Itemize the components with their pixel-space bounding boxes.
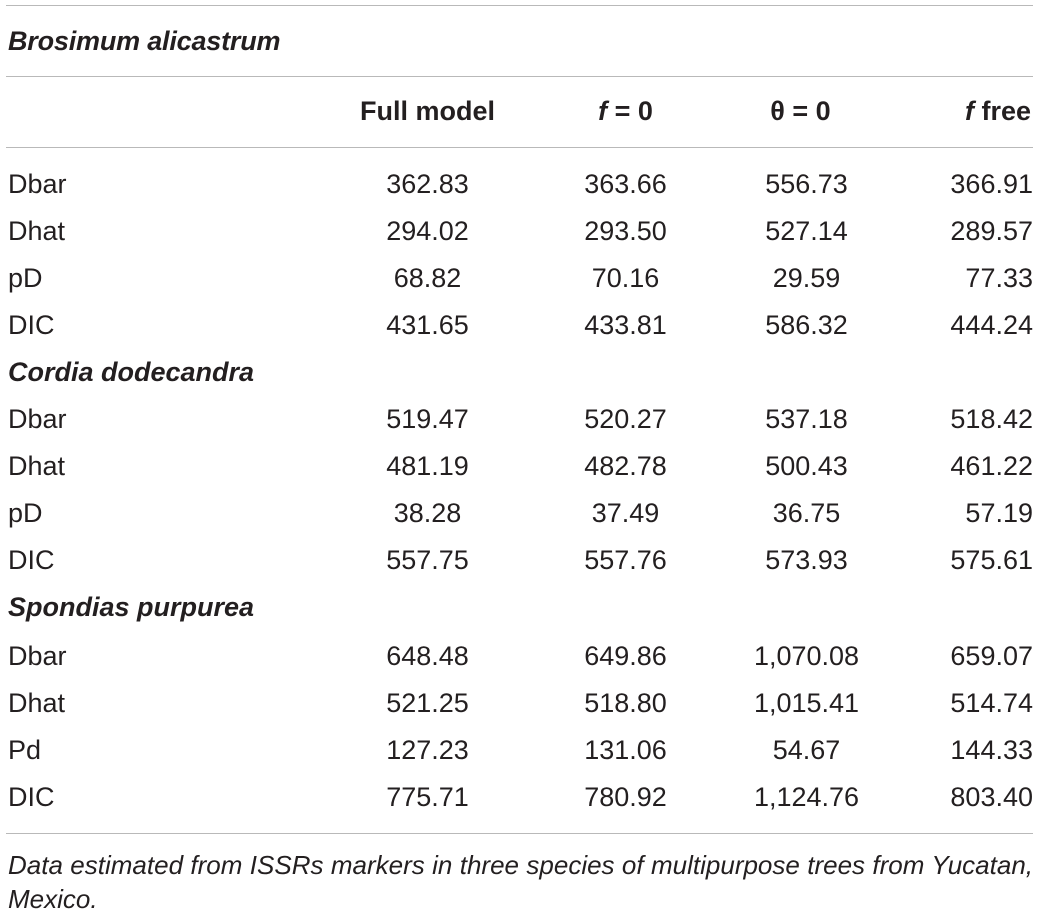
cell-full-model: 127.23 [386, 735, 469, 765]
header-top-rule [6, 76, 1033, 77]
cell-f-free: 514.74 [950, 688, 1033, 718]
table-top-rule [6, 5, 1033, 6]
cell-theta-zero: 527.14 [765, 216, 848, 246]
cell-theta-zero: 537.18 [765, 404, 848, 434]
cell-f-zero: 649.86 [584, 641, 667, 671]
row-label: DIC [8, 782, 55, 812]
cell-f-zero: 520.27 [584, 404, 667, 434]
cell-full-model: 362.83 [386, 169, 469, 199]
cell-f-free: 77.33 [965, 263, 1033, 293]
column-header-f-zero-var: f [598, 96, 608, 126]
cell-f-free: 461.22 [950, 451, 1033, 481]
table-row: Dhat 481.19 482.78 500.43 461.22 [0, 451, 1039, 498]
column-header-f-free-rest: free [973, 96, 1031, 126]
table-row: Dbar 648.48 649.86 1,070.08 659.07 [0, 641, 1039, 688]
table-row: Dhat 521.25 518.80 1,015.41 514.74 [0, 688, 1039, 735]
table-bottom-rule [6, 833, 1033, 834]
row-label: Dbar [8, 641, 67, 671]
cell-f-free: 659.07 [950, 641, 1033, 671]
row-label: Dbar [8, 404, 67, 434]
cell-f-zero: 557.76 [584, 545, 667, 575]
species-heading: Spondias purpurea [8, 592, 255, 622]
row-label: pD [8, 263, 43, 293]
cell-f-free: 144.33 [950, 735, 1033, 765]
cell-f-zero: 433.81 [584, 310, 667, 340]
cell-f-zero: 518.80 [584, 688, 667, 718]
cell-f-free: 289.57 [950, 216, 1033, 246]
table-row: pD 68.82 70.16 29.59 77.33 [0, 263, 1039, 310]
table-footnote: Data estimated from ISSRs markers in thr… [8, 850, 1033, 914]
cell-theta-zero: 556.73 [765, 169, 848, 199]
row-label: pD [8, 498, 43, 528]
cell-full-model: 557.75 [386, 545, 469, 575]
cell-f-zero: 780.92 [584, 782, 667, 812]
cell-f-free: 518.42 [950, 404, 1033, 434]
table-row: Dbar 362.83 363.66 556.73 366.91 [0, 169, 1039, 216]
cell-full-model: 521.25 [386, 688, 469, 718]
table-row: Pd 127.23 131.06 54.67 144.33 [0, 735, 1039, 782]
column-header-f-zero-rest: = 0 [607, 96, 653, 126]
cell-full-model: 431.65 [386, 310, 469, 340]
cell-full-model: 775.71 [386, 782, 469, 812]
cell-full-model: 68.82 [393, 263, 462, 293]
row-label: DIC [8, 545, 55, 575]
cell-full-model: 519.47 [386, 404, 469, 434]
species-heading: Cordia dodecandra [8, 357, 255, 387]
cell-theta-zero: 573.93 [765, 545, 848, 575]
cell-theta-zero: 1,015.41 [753, 688, 860, 718]
column-header-f-zero: f = 0 [543, 96, 708, 127]
cell-theta-zero: 1,124.76 [753, 782, 860, 812]
row-label: Pd [8, 735, 42, 765]
cell-theta-zero: 36.75 [772, 498, 841, 528]
table-row: DIC 557.75 557.76 573.93 575.61 [0, 545, 1039, 592]
cell-f-free: 366.91 [950, 169, 1033, 199]
row-label: Dbar [8, 169, 67, 199]
cell-f-zero: 37.49 [591, 498, 660, 528]
cell-theta-zero: 54.67 [772, 735, 841, 765]
cell-full-model: 481.19 [386, 451, 469, 481]
cell-f-zero: 70.16 [591, 263, 660, 293]
cell-theta-zero: 586.32 [765, 310, 848, 340]
cell-f-zero: 293.50 [584, 216, 667, 246]
cell-theta-zero: 29.59 [772, 263, 841, 293]
row-label: DIC [8, 310, 55, 340]
cell-f-zero: 363.66 [584, 169, 667, 199]
column-header-f-free-var: f [964, 96, 974, 126]
column-header-full-model-text: Full model [360, 96, 495, 126]
column-header-theta-zero: θ = 0 [718, 96, 883, 127]
table-row: pD 38.28 37.49 36.75 57.19 [0, 498, 1039, 545]
cell-f-zero: 131.06 [584, 735, 667, 765]
table-row: Dhat 294.02 293.50 527.14 289.57 [0, 216, 1039, 263]
header-bottom-rule [6, 147, 1033, 148]
cell-full-model: 294.02 [386, 216, 469, 246]
cell-full-model: 38.28 [393, 498, 462, 528]
row-label: Dhat [8, 688, 66, 718]
table-row: DIC 431.65 433.81 586.32 444.24 [0, 310, 1039, 357]
row-label: Dhat [8, 451, 66, 481]
cell-f-free: 575.61 [950, 545, 1033, 575]
table-row: DIC 775.71 780.92 1,124.76 803.40 [0, 782, 1039, 829]
cell-full-model: 648.48 [386, 641, 469, 671]
table-species-title: Brosimum alicastrum [8, 26, 281, 56]
cell-f-zero: 482.78 [584, 451, 667, 481]
column-header-full-model: Full model [345, 96, 510, 127]
column-header-f-free: f free [965, 96, 1031, 127]
row-label: Dhat [8, 216, 66, 246]
cell-f-free: 444.24 [950, 310, 1033, 340]
cell-f-free: 803.40 [950, 782, 1033, 812]
cell-f-free: 57.19 [965, 498, 1033, 528]
cell-theta-zero: 500.43 [765, 451, 848, 481]
column-header-theta-zero-text: θ = 0 [770, 96, 831, 126]
cell-theta-zero: 1,070.08 [753, 641, 860, 671]
table-row: Dbar 519.47 520.27 537.18 518.42 [0, 404, 1039, 451]
